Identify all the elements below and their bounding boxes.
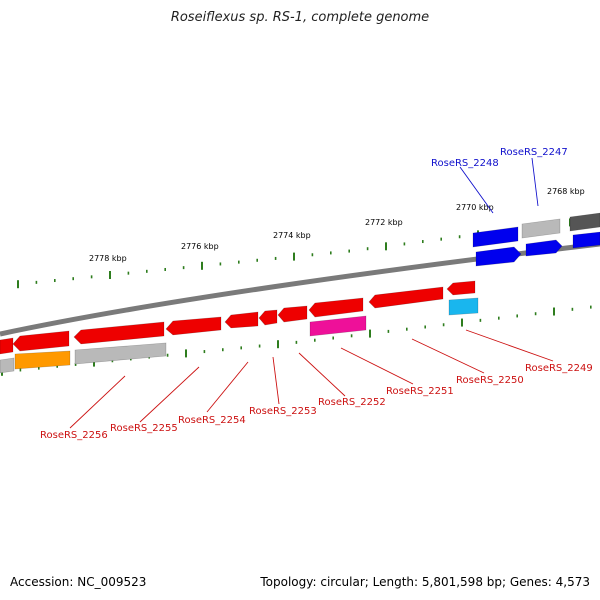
gene-label-RoseRS_2252[interactable]: RoseRS_2252 [318, 397, 386, 408]
forward-leader-lines [459, 157, 539, 214]
gene-reverse-red-1[interactable] [0, 337, 14, 355]
gene-reverse-red-9[interactable] [368, 286, 444, 309]
scale-label-2778: 2778 kbp [89, 254, 127, 263]
gene-reverse-cyan[interactable] [448, 297, 479, 316]
gene-forward-blue-4[interactable] [572, 231, 600, 249]
leader-line [411, 338, 485, 374]
gene-reverse-gray-2[interactable] [74, 342, 167, 365]
gene-reverse-red-4[interactable] [165, 316, 222, 336]
gene-label-RoseRS_2247[interactable]: RoseRS_2247 [500, 147, 568, 158]
leader-line [206, 361, 249, 413]
gene-label-RoseRS_2256[interactable]: RoseRS_2256 [40, 430, 108, 441]
gene-reverse-gray-1[interactable] [0, 357, 15, 374]
scale-label-2776: 2776 kbp [181, 242, 219, 251]
gene-label-RoseRS_2254[interactable]: RoseRS_2254 [178, 415, 246, 426]
gene-reverse-red-5[interactable] [224, 311, 259, 329]
leader-line [531, 157, 539, 207]
leader-line [272, 356, 280, 405]
gene-label-RoseRS_2248[interactable]: RoseRS_2248 [431, 158, 499, 169]
gene-reverse-magenta[interactable] [309, 315, 367, 337]
gene-label-RoseRS_2249[interactable]: RoseRS_2249 [525, 363, 593, 374]
gene-reverse-red-10[interactable] [446, 280, 476, 296]
leader-line [459, 166, 494, 214]
leader-line [69, 375, 126, 429]
reverse-leader-lines [69, 329, 554, 429]
scale-label-2768: 2768 kbp [547, 187, 585, 196]
gene-reverse-red-6[interactable] [258, 309, 278, 326]
gene-forward-blue-2[interactable] [475, 246, 522, 267]
gene-label-RoseRS_2251[interactable]: RoseRS_2251 [386, 386, 454, 397]
forward-strand-genes [472, 212, 600, 267]
scale-label-2774: 2774 kbp [273, 231, 311, 240]
topology-text: Topology: circular; Length: 5,801,598 bp… [260, 575, 590, 589]
gene-label-RoseRS_2250[interactable]: RoseRS_2250 [456, 375, 524, 386]
outer-tick-row [17, 218, 590, 289]
map-title: Roseiflexus sp. RS-1, complete genome [170, 10, 430, 25]
leader-line [465, 329, 554, 362]
leader-line [340, 347, 414, 385]
gene-reverse-orange[interactable] [14, 350, 71, 370]
gene-reverse-red-2[interactable] [12, 330, 70, 352]
gene-forward-blue-1[interactable] [472, 226, 519, 248]
gene-forward-blue-3[interactable] [525, 239, 563, 257]
scale-label-2772: 2772 kbp [365, 218, 403, 227]
gene-forward-gray[interactable] [521, 218, 561, 239]
gene-forward-darkgray[interactable] [569, 212, 600, 232]
accession-text: Accession: NC_009523 [10, 575, 147, 589]
leader-line [298, 352, 346, 397]
gene-label-RoseRS_2253[interactable]: RoseRS_2253 [249, 406, 317, 417]
gene-reverse-red-7[interactable] [277, 305, 308, 323]
scale-label-2770: 2770 kbp [456, 203, 494, 212]
gene-label-RoseRS_2255[interactable]: RoseRS_2255 [110, 423, 178, 434]
reverse-strand-genes [0, 280, 479, 374]
gene-reverse-red-8[interactable] [308, 297, 364, 318]
leader-line [139, 366, 200, 423]
gene-reverse-red-3[interactable] [73, 321, 165, 345]
